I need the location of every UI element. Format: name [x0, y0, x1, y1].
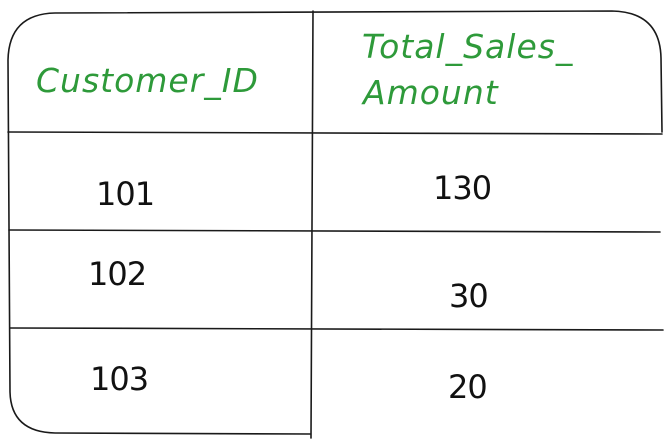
column-divider: [310, 10, 314, 439]
cell-total-sales-row2: 30: [449, 277, 489, 315]
row-separator-1: [8, 229, 661, 233]
table-border: [7, 10, 663, 435]
header-customer-id: Customer_ID: [36, 61, 259, 100]
header-total-sales-line2: Amount: [363, 73, 499, 112]
cell-customer-id-row1: 101: [96, 175, 155, 213]
header-separator: [7, 131, 663, 135]
cell-customer-id-row3: 103: [90, 360, 149, 398]
header-total-sales-line1: Total_Sales_: [362, 27, 574, 66]
cell-customer-id-row2: 102: [88, 255, 147, 293]
cell-total-sales-row3: 20: [448, 368, 488, 406]
cell-total-sales-row1: 130: [433, 169, 492, 207]
row-separator-2: [9, 327, 664, 331]
